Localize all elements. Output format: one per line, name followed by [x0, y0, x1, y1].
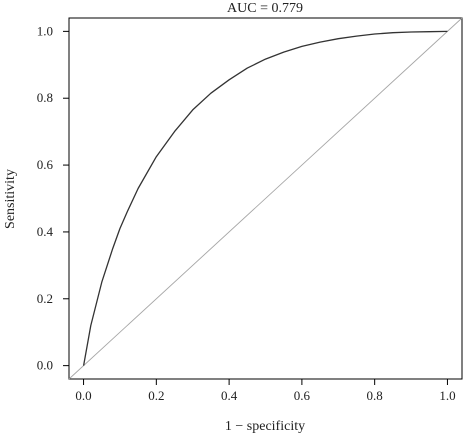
x-tick-label: 0.6 — [294, 388, 311, 403]
y-axis: 0.0 0.2 0.4 0.6 0.8 1.0 — [37, 23, 69, 373]
plot-frame — [68, 17, 463, 380]
x-tick-label: 0.0 — [75, 388, 91, 403]
y-tick-label: 0.0 — [37, 358, 53, 373]
chart-title: AUC = 0.779 — [227, 1, 303, 16]
y-tick-label: 0.6 — [37, 157, 54, 172]
x-tick-label: 1.0 — [439, 388, 455, 403]
y-tick-label: 0.8 — [37, 90, 53, 105]
y-tick-label: 1.0 — [37, 23, 53, 38]
x-tick-label: 0.8 — [367, 388, 383, 403]
roc-curve — [82, 30, 448, 366]
series-layer — [68, 17, 463, 380]
x-tick-label: 0.2 — [148, 388, 164, 403]
reference-diagonal — [68, 17, 463, 380]
x-axis: 0.0 0.2 0.4 0.6 0.8 1.0 — [75, 379, 456, 403]
y-tick-label: 0.2 — [37, 291, 53, 306]
y-tick-label: 0.4 — [37, 224, 54, 239]
x-axis-label: 1 − specificity — [225, 419, 305, 434]
x-tick-label: 0.4 — [221, 388, 238, 403]
y-axis-label: Sensitivity — [3, 169, 18, 229]
